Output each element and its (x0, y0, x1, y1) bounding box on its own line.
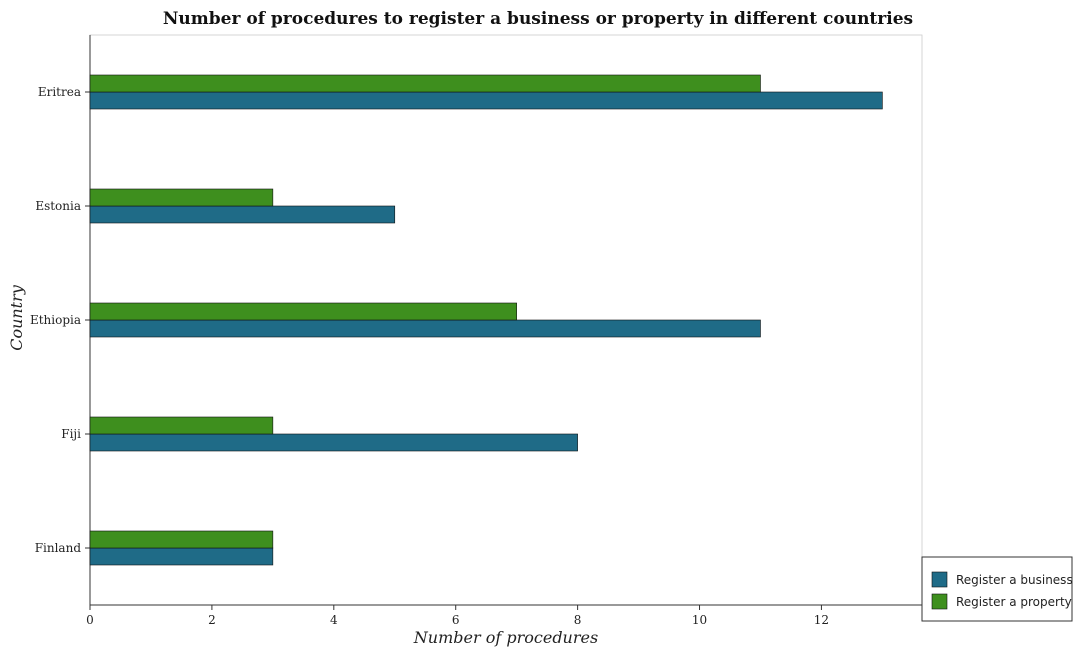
y-tick-label: Finland (35, 541, 82, 555)
y-axis-label: Country (7, 284, 26, 351)
bar-register-business (89, 205, 396, 224)
x-tick-label: 6 (452, 613, 460, 627)
x-axis-label: Number of procedures (413, 628, 598, 647)
y-tick-label: Eritrea (38, 85, 81, 99)
legend-label: Register a business (956, 573, 1073, 587)
y-tick-label: Ethiopia (30, 313, 81, 327)
x-tick-label: 12 (814, 613, 829, 627)
x-tick-label: 0 (86, 613, 94, 627)
y-tick-label: Fiji (61, 427, 81, 441)
bar-register-business (89, 319, 761, 338)
bar-register-business (89, 91, 883, 110)
bar-register-property (89, 74, 761, 93)
legend-swatch (931, 571, 948, 588)
plot-area: 0 2 4 6 8 10 12 Eritrea Estonia Ethiopia Fiji Finla… (30, 34, 923, 627)
bar-register-property (89, 188, 274, 207)
bar-register-business (89, 433, 578, 452)
bar-register-property (89, 530, 274, 549)
y-tick-label: Estonia (35, 199, 81, 213)
x-tick-label: 8 (574, 613, 582, 627)
x-tick-label: 4 (330, 613, 338, 627)
bar-register-property (89, 302, 517, 321)
legend: Register a business Register a property (921, 556, 1073, 622)
bar-register-business (89, 547, 274, 566)
chart-title: Number of procedures to register a busin… (163, 9, 913, 29)
legend-swatch (931, 593, 948, 610)
legend-label: Register a property (956, 595, 1072, 609)
x-tick-label: 10 (692, 613, 707, 627)
x-tick-label: 2 (208, 613, 216, 627)
legend-box (921, 556, 1073, 622)
bar-register-property (89, 416, 274, 435)
